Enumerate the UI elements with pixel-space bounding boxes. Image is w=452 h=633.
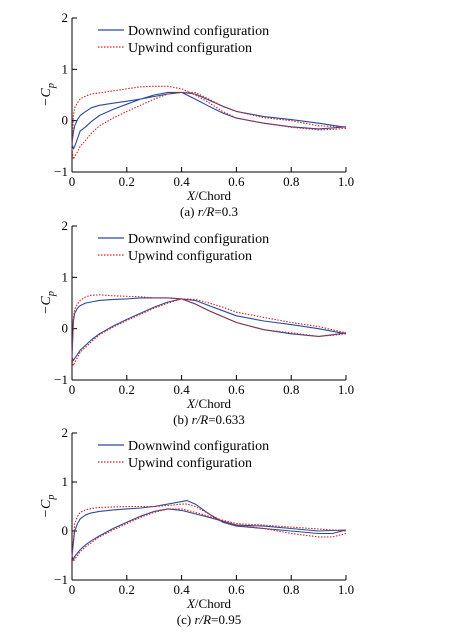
series-line-upwind xyxy=(71,503,347,562)
y-tick-label: 0 xyxy=(62,321,69,336)
x-axis-label: X/Chord xyxy=(186,596,232,611)
y-tick-label: −1 xyxy=(54,164,68,179)
x-tick-label: 0.2 xyxy=(119,382,135,397)
panel-caption: (b) r/R=0.633 xyxy=(173,412,245,427)
y-axis-label: −Cp xyxy=(39,495,57,519)
y-tick-label: 1 xyxy=(62,61,69,76)
series-line-downwind xyxy=(71,91,347,150)
y-axis-label: −Cp xyxy=(39,83,57,107)
legend-label: Downwind configuration xyxy=(128,24,269,39)
x-axis-label: X/Chord xyxy=(186,396,232,411)
x-tick-label: 0.8 xyxy=(283,174,299,189)
y-tick-label: 1 xyxy=(62,269,69,284)
series-line-upwind xyxy=(71,85,347,160)
y-tick-label: 2 xyxy=(62,218,69,233)
series-line-downwind xyxy=(71,500,347,560)
x-tick-label: 0.8 xyxy=(283,582,299,597)
y-axis-label: −Cp xyxy=(39,291,57,315)
panel-caption: (c) r/R=0.95 xyxy=(177,612,241,627)
x-tick-label: 0.4 xyxy=(173,382,190,397)
x-tick-label: 0.2 xyxy=(119,174,135,189)
x-tick-label: 0 xyxy=(69,174,76,189)
y-tick-label: 2 xyxy=(62,425,69,440)
x-tick-label: 0.6 xyxy=(228,382,245,397)
legend-label: Upwind configuration xyxy=(128,41,252,56)
x-tick-label: 0.6 xyxy=(228,582,245,597)
panel-caption: (a) r/R=0.3 xyxy=(180,204,238,219)
legend-label: Downwind configuration xyxy=(128,232,269,247)
y-tick-label: 2 xyxy=(62,10,69,25)
x-tick-label: 1.0 xyxy=(338,582,354,597)
x-tick-label: 0.8 xyxy=(283,382,299,397)
x-tick-label: 0 xyxy=(69,382,76,397)
x-tick-label: 1.0 xyxy=(338,382,354,397)
y-tick-label: 0 xyxy=(62,113,69,128)
x-tick-label: 0.2 xyxy=(119,582,135,597)
y-tick-label: 1 xyxy=(62,474,69,489)
legend-label: Upwind configuration xyxy=(128,249,252,264)
x-axis-label: X/Chord xyxy=(186,188,232,203)
x-tick-label: 0.4 xyxy=(173,582,190,597)
y-tick-label: −1 xyxy=(54,372,68,387)
legend-label: Downwind configuration xyxy=(128,439,269,454)
legend-label: Upwind configuration xyxy=(128,456,252,471)
series-line-downwind xyxy=(71,297,347,362)
x-tick-label: 0 xyxy=(69,582,76,597)
x-tick-label: 1.0 xyxy=(338,174,354,189)
y-tick-label: −1 xyxy=(54,572,68,587)
x-tick-label: 0.6 xyxy=(228,174,245,189)
series-line-upwind xyxy=(71,294,347,367)
x-tick-label: 0.4 xyxy=(173,174,190,189)
y-tick-label: 0 xyxy=(62,523,69,538)
